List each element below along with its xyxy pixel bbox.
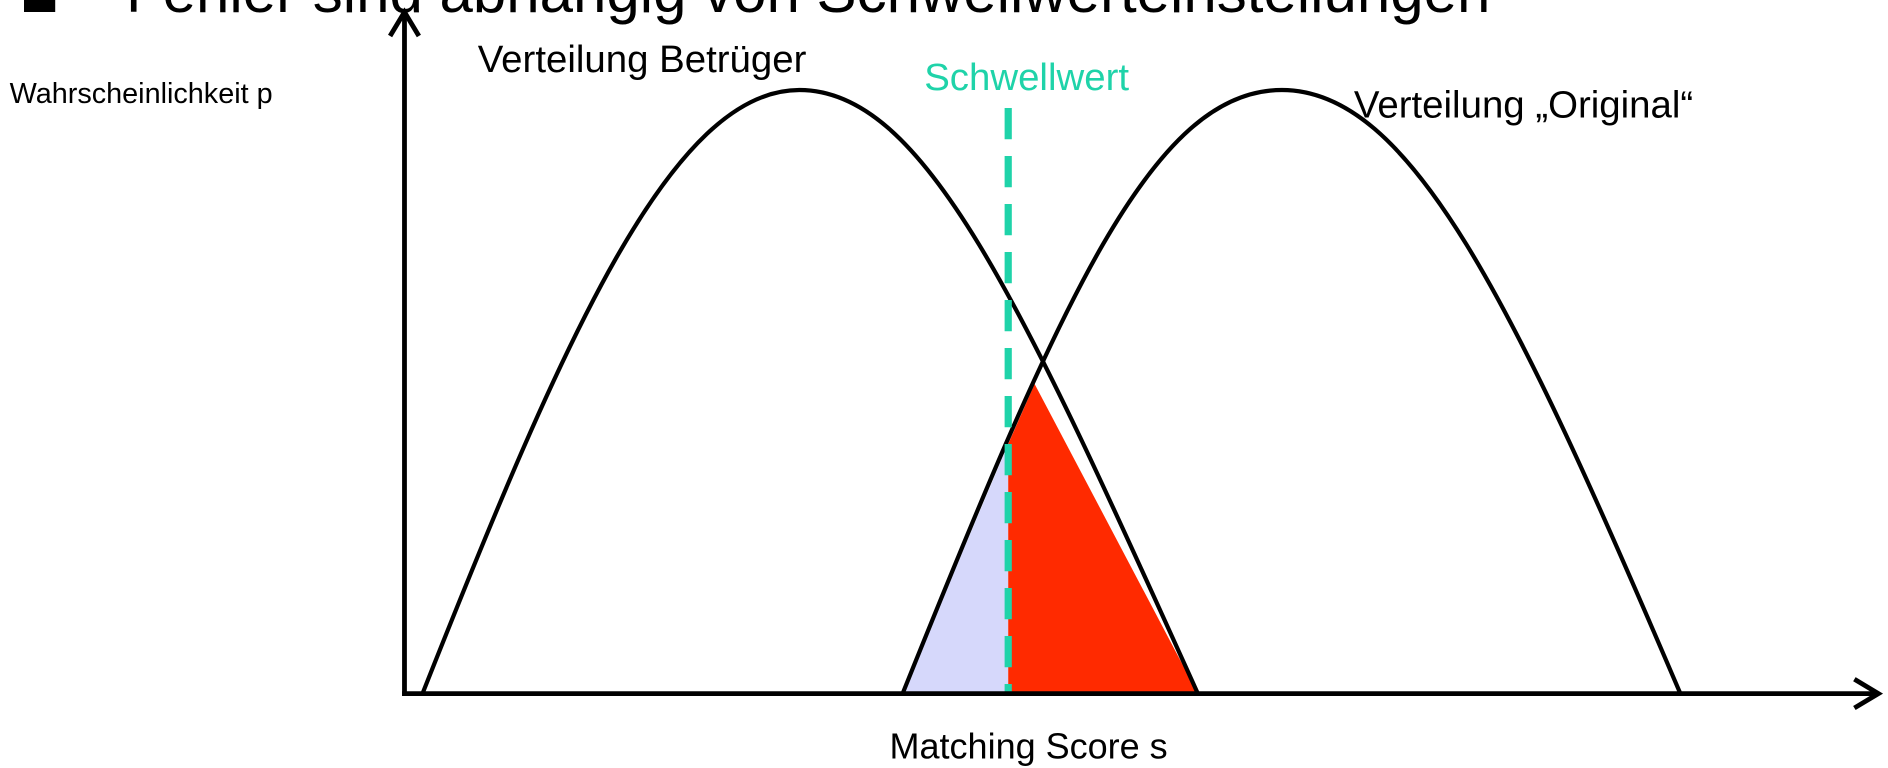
false-accept-area [1008,384,1198,694]
genuine-label: Verteilung „Original“ [1354,84,1693,127]
slide-title: Fehler sind abhängig von Schwellwerteins… [126,0,1490,25]
genuine-curve [900,87,1683,695]
impostor-label: Verteilung Betrüger [478,38,807,81]
y-axis-label: Wahrscheinlichkeit p [10,78,273,110]
x-axis-label: Matching Score s [890,725,1168,766]
y-arrow [388,7,421,38]
bullet [24,0,56,12]
threshold-label: Schwellwert [924,56,1129,99]
impostor-curve [420,87,1200,695]
x-arrow [1853,677,1884,711]
